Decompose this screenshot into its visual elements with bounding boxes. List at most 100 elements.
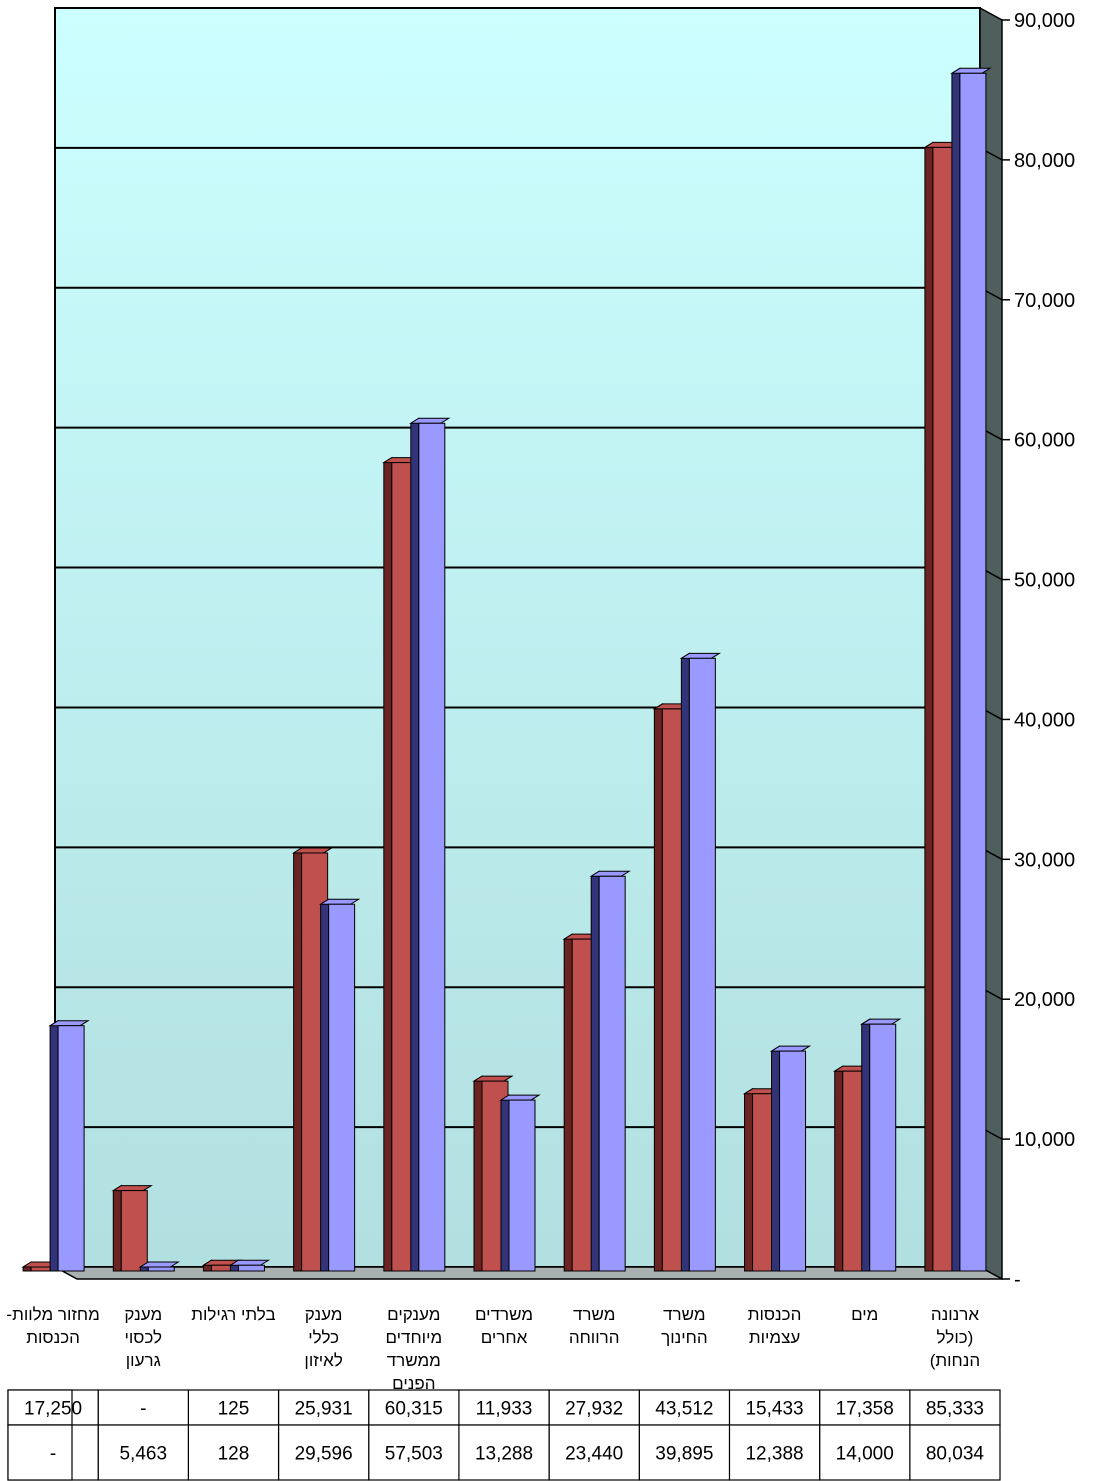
y-tick-label: 70,000 xyxy=(1014,290,1075,312)
table-cell xyxy=(368,1389,460,1426)
table-cell xyxy=(548,1424,640,1481)
bar-2019 xyxy=(48,1019,90,1272)
table-cell-value: 13,288 xyxy=(475,1444,533,1465)
table-cell xyxy=(638,1389,731,1426)
bar-front xyxy=(147,1266,175,1272)
category-label: מענק xyxy=(305,1305,343,1324)
bar-2019 xyxy=(409,417,451,1272)
table-cell-value: 17,250 xyxy=(24,1399,82,1420)
category-label: החינוך xyxy=(661,1328,708,1347)
table-cell-value: 39,895 xyxy=(655,1444,713,1465)
table-cell-value: 5,463 xyxy=(119,1444,167,1465)
bar-2019 xyxy=(318,898,361,1272)
table-cell-value: 12,388 xyxy=(745,1444,803,1465)
bar-2019 xyxy=(499,1094,541,1272)
table-cell-value: 25,931 xyxy=(295,1399,353,1420)
table-cell-value: 43,512 xyxy=(655,1399,713,1420)
table-cell xyxy=(458,1424,550,1481)
y-tick-label: 20,000 xyxy=(1014,989,1075,1011)
table-cell xyxy=(187,1424,280,1481)
table-cell xyxy=(548,1389,640,1426)
category-label: מיוחדים xyxy=(385,1328,442,1347)
bar-front xyxy=(869,1023,897,1272)
table-cell-value: 57,503 xyxy=(385,1444,443,1465)
category-label: משרד xyxy=(663,1305,705,1324)
table-cell-value: 11,933 xyxy=(476,1399,533,1420)
category-label: מחזור מלוות- xyxy=(6,1305,99,1324)
bar-side xyxy=(410,417,420,1272)
y-tick-label: 80,000 xyxy=(1014,150,1075,172)
bar-2019 xyxy=(228,1259,271,1272)
bar-2019 xyxy=(679,652,722,1272)
table-cell xyxy=(277,1424,370,1481)
bar-2019 xyxy=(950,67,992,1272)
bar-side xyxy=(951,67,961,1272)
bar-front xyxy=(508,1099,536,1272)
table-cell-value: 23,440 xyxy=(565,1444,623,1465)
bar-front xyxy=(237,1264,265,1272)
bar-front xyxy=(779,1050,807,1272)
table-cell xyxy=(7,1424,99,1481)
bar-side xyxy=(500,1094,510,1272)
table-cell-value: 80,034 xyxy=(926,1444,985,1465)
bar-front xyxy=(959,72,987,1272)
bar-2019 xyxy=(138,1261,181,1272)
category-label: משרד xyxy=(573,1305,615,1324)
table-cell xyxy=(909,1389,1001,1426)
y-tick-label: 50,000 xyxy=(1014,570,1075,592)
plot-back-wall xyxy=(54,7,981,1268)
table-cell-value: 29,596 xyxy=(295,1444,353,1465)
table-cell-value: 85,333 xyxy=(926,1399,984,1420)
category-label: (כולל xyxy=(936,1328,973,1347)
bar-side xyxy=(590,870,600,1272)
table-cell-value: 128 xyxy=(218,1444,250,1465)
category-label: אחרים xyxy=(481,1328,528,1347)
bar-side xyxy=(924,141,934,1272)
y-tick-label: - xyxy=(1014,1269,1021,1291)
category-label: הנחות) xyxy=(930,1351,980,1370)
category-label: מענקים xyxy=(387,1305,440,1324)
bar-side xyxy=(771,1045,781,1272)
bar-side xyxy=(473,1075,483,1272)
bar-2019 xyxy=(859,1018,902,1272)
table-cell-value: - xyxy=(140,1399,146,1420)
table-cell xyxy=(187,1389,280,1426)
category-label: כללי xyxy=(308,1328,339,1347)
bar-side xyxy=(861,1018,871,1272)
category-label: מענק xyxy=(124,1305,162,1324)
table-cell-value: 27,932 xyxy=(565,1399,623,1420)
y-tick-label: 90,000 xyxy=(1014,10,1075,32)
category-label: בלתי רגילות xyxy=(191,1305,275,1324)
table-cell-value: 15,433 xyxy=(745,1399,803,1420)
bar-2018 xyxy=(111,1184,154,1272)
category-label: לכסוי xyxy=(124,1328,162,1347)
table-cell xyxy=(97,1424,189,1481)
bar-side xyxy=(680,652,690,1272)
bar-front xyxy=(598,875,626,1272)
y-tick-label: 30,000 xyxy=(1014,849,1075,871)
bar-front xyxy=(688,657,716,1272)
bar-2019 xyxy=(769,1045,812,1272)
y-tick-label: 10,000 xyxy=(1014,1129,1075,1151)
bar-side xyxy=(320,898,330,1272)
category-label: הכנסות xyxy=(748,1305,802,1324)
bar-side xyxy=(744,1087,754,1272)
category-label: הפנים xyxy=(392,1374,435,1393)
category-label: עצמיות xyxy=(749,1328,801,1347)
category-label: הרווחה xyxy=(569,1328,620,1347)
bar-side xyxy=(653,703,663,1272)
table-cell xyxy=(819,1424,911,1481)
bar-side xyxy=(383,456,393,1272)
table-cell-value: 60,315 xyxy=(385,1399,443,1420)
bar-side xyxy=(293,847,303,1272)
table-cell xyxy=(7,1389,99,1426)
table-cell xyxy=(368,1424,460,1481)
table-cell-value: - xyxy=(50,1444,56,1465)
bar-side xyxy=(112,1184,122,1272)
bar-side xyxy=(49,1019,59,1272)
category-label: לאיזון xyxy=(304,1351,342,1370)
table-cell xyxy=(97,1389,189,1426)
table-cell xyxy=(819,1389,911,1426)
bar-front xyxy=(418,422,446,1272)
